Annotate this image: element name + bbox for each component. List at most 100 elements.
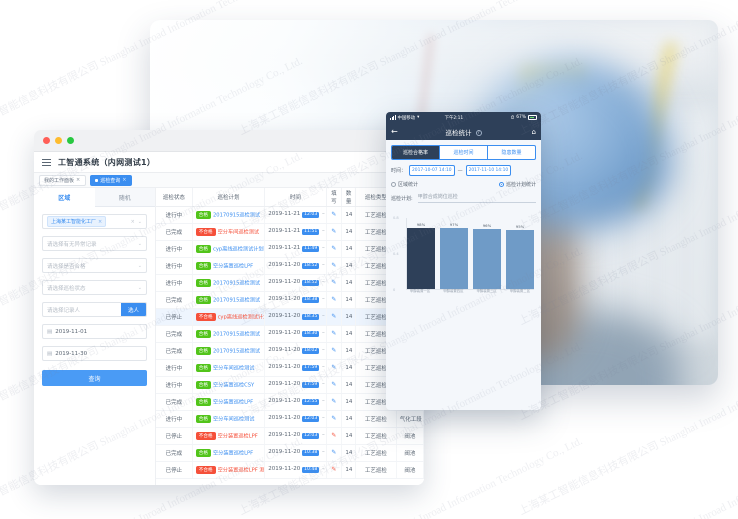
cell-edit[interactable]: ✎ [326,342,343,360]
plan-link[interactable]: cyp离线巡检测试计划 [217,314,265,320]
close-icon[interactable] [43,137,50,144]
pencil-icon[interactable]: ✎ [331,432,337,439]
chevron-down-icon[interactable]: ⌄ [137,240,142,247]
plan-link[interactable]: 空分装置巡检LPF 测试 [217,467,265,473]
clear-icon[interactable]: × [130,218,135,225]
bar-column[interactable]: 98% [407,218,435,289]
arrow-left-icon[interactable]: ← [391,127,398,136]
cell-plan[interactable]: 合格 20170915巡检测试 [192,291,266,309]
hamburger-icon[interactable] [42,158,51,166]
pencil-icon[interactable]: ✎ [331,279,337,286]
pencil-icon[interactable]: ✎ [331,449,337,456]
plan-status-select[interactable]: 请选择巡检状态 ⌄ [42,280,147,295]
chevron-down-icon[interactable]: ⌄ [137,218,142,225]
close-icon[interactable]: × [122,177,127,183]
cell-plan[interactable]: 不合格 空分车间巡检测试 [192,223,266,241]
plan-link[interactable]: 空分装置巡检LPF [212,263,254,269]
cell-edit[interactable]: ✎ [326,359,343,377]
tab-inspection-time[interactable]: 巡检时间 [440,146,488,159]
cell-edit[interactable]: ✎ [326,240,343,258]
table-row[interactable]: 进行中 合格 空分装置巡检LPF 2019-11-20 18:52 – ✎ 14 工艺巡检… [156,257,424,275]
inspection-table-container[interactable]: 巡检状态巡检计划时间填写数量巡检类型区域 进行中合格20170915巡检测试20… [156,188,424,485]
bar[interactable] [440,228,468,289]
choose-person-button[interactable]: 选人 [120,303,146,316]
cell-plan[interactable]: 合格 20170915巡检测试 [192,325,266,343]
pencil-icon[interactable]: ✎ [331,330,337,337]
question-icon[interactable]: ? [475,129,482,136]
radio-area-stat[interactable]: 区域统计 [391,181,418,188]
close-icon[interactable]: × [76,177,81,183]
plan-link[interactable]: 空分装置巡检LPF [212,450,254,456]
cell-edit[interactable]: ✎ [326,427,343,445]
factory-tag[interactable]: 上海某工智能化工厂 × [47,216,107,227]
pencil-icon[interactable]: ✎ [331,364,337,371]
cell-plan[interactable]: 合格 空分装置巡检LPF [192,393,266,411]
cell-edit[interactable]: ✎ [326,308,343,326]
cell-edit[interactable]: ✎ [326,444,343,462]
factory-select[interactable]: 上海某工智能化工厂 × × ⌄ [42,214,147,229]
pencil-icon[interactable]: ✎ [331,211,337,218]
plan-link[interactable]: 空分装置巡检LPF [212,399,254,405]
bar[interactable] [407,227,435,289]
table-row[interactable]: 进行中 合格 20170915巡检测试 2019-11-21 12:03 – ✎ 14 工… [156,206,424,224]
pencil-icon[interactable]: ✎ [331,398,337,405]
maximize-icon[interactable] [67,137,74,144]
tab-hazard-count[interactable]: 隐患数量 [501,150,522,156]
date-to-field[interactable]: 2017-11-10 14:10 [465,165,512,176]
cell-edit[interactable]: ✎ [326,325,343,343]
radio-icon-selected[interactable] [498,182,504,187]
plan-link[interactable]: 空分装置巡检CSY [212,382,255,388]
search-button[interactable]: 查询 [42,370,147,386]
cell-plan[interactable]: 合格 cyp离线巡检测试计划 [192,240,266,258]
plan-link[interactable]: 空分车间巡检测试 [212,365,255,371]
date-start-picker[interactable]: ▤ 2019-11-01 [42,324,147,339]
plan-link[interactable]: 20170915巡检测试 [212,212,261,218]
cell-plan[interactable]: 不合格 空分装置巡检LPF [192,427,266,445]
cell-edit[interactable]: ✎ [326,206,343,224]
cell-plan[interactable]: 合格 空分装置巡检LPF [192,444,266,462]
tab-random[interactable]: 随机 [94,188,155,207]
pencil-icon[interactable]: ✎ [331,381,337,388]
cell-plan[interactable]: 合格 空分车间巡检测试 [192,359,266,377]
plan-link[interactable]: 空分车间巡检测试 [212,416,255,422]
pencil-icon[interactable]: ✎ [331,347,337,354]
cell-plan[interactable]: 合格 20170915巡检测试 [192,206,266,224]
cell-plan[interactable]: 合格 20170915巡检测试 [192,274,266,292]
cell-edit[interactable]: ✎ [326,274,343,292]
table-row[interactable]: 进行中 合格 20170915巡检测试 2019-11-20 18:52 – ✎ 14 工… [156,274,424,292]
pencil-icon[interactable]: ✎ [331,466,337,473]
date-end-picker[interactable]: ▤ 2019-11-30 [42,346,147,361]
pencil-icon[interactable]: ✎ [331,415,337,422]
cell-plan[interactable]: 合格 空分装置巡检LPF [192,257,266,275]
cell-plan[interactable]: 合格 空分车间巡检测试 [192,410,266,428]
bar-column[interactable]: 96% [473,218,501,289]
breadcrumb-chip-workpanel[interactable]: 我的工作面板 × [39,174,87,186]
pencil-icon[interactable]: ✎ [331,313,337,320]
cell-edit[interactable]: ✎ [326,257,343,275]
pencil-icon[interactable]: ✎ [331,228,337,235]
home-icon[interactable]: ⌂ [531,127,536,136]
pencil-icon[interactable]: ✎ [331,262,337,269]
plan-link[interactable]: cyp离线巡检测试计划 [212,246,264,252]
chevron-down-icon[interactable]: ⌄ [137,262,142,269]
table-row[interactable]: 进行中 合格 空分车间巡检测试 2019-11-20 12:03 – ✎ 14 工艺巡检气… [156,410,424,428]
plan-link[interactable]: 20170915巡检测试 [212,348,261,354]
cell-plan[interactable]: 合格 20170915巡检测试 [192,342,266,360]
plan-link[interactable]: 20170915巡检测试 [212,297,261,303]
cell-plan[interactable]: 不合格 空分装置巡检LPF 测试 [192,461,266,479]
pencil-icon[interactable]: ✎ [331,245,337,252]
abnormal-record-select[interactable]: 请选择有无异常记录 ⌄ [42,236,147,251]
bar[interactable] [473,229,501,289]
qualified-select[interactable]: 请选择是否合格 ⌄ [42,258,147,273]
cell-edit[interactable]: ✎ [326,410,343,428]
minimize-icon[interactable] [55,137,62,144]
table-row[interactable]: 进行中 合格 cyp离线巡检测试计划 2019-11-21 11:49 – ✎ 14 工艺… [156,240,424,258]
